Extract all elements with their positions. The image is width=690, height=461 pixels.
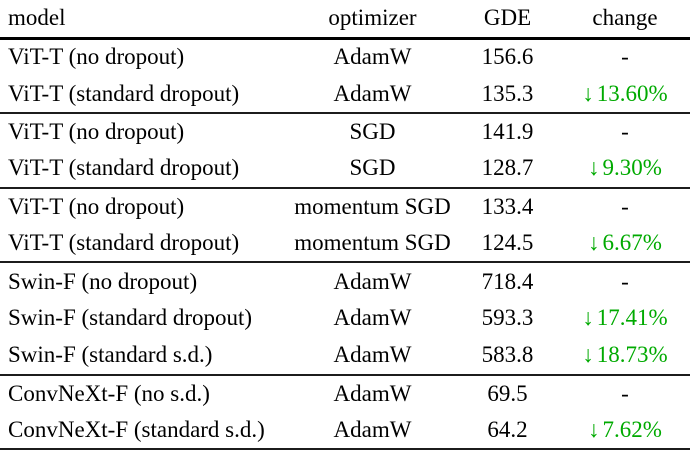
change-value: 7.62% — [602, 417, 662, 443]
optimizer-cell: SGD — [349, 118, 396, 144]
gde-cell: 69.5 — [487, 380, 528, 406]
change-cell: ↓ 18.73% — [560, 337, 690, 374]
optimizer-cell: momentum SGD — [294, 193, 451, 219]
gde-cell: 718.4 — [481, 268, 534, 294]
gde-cell: 124.5 — [481, 230, 534, 256]
change-value: 6.67% — [602, 230, 662, 256]
model-cell: ViT-T (standard dropout) — [8, 155, 240, 181]
change-cell: - — [560, 38, 690, 75]
optimizer-cell: SGD — [349, 155, 396, 181]
model-cell: Swin-F (no dropout) — [8, 268, 198, 294]
change-value: 13.60% — [596, 80, 668, 106]
model-cell: ViT-T (no dropout) — [8, 193, 185, 219]
table-row: ViT-T (standard dropout) SGD 128.7 ↓ 9.30… — [0, 150, 690, 188]
change-cell: ↓ 17.41% — [560, 300, 690, 337]
table-row: ConvNeXt-F (standard s.d.) AdamW 64.2 ↓ 7… — [0, 412, 690, 450]
col-header-gde: GDE — [483, 5, 532, 31]
down-arrow-icon: ↓ — [582, 342, 594, 368]
table-row: ViT-T (no dropout) AdamW 156.6 - — [0, 38, 690, 75]
change-value: - — [621, 380, 629, 406]
model-cell: ViT-T (no dropout) — [8, 118, 185, 144]
gde-cell: 128.7 — [481, 155, 534, 181]
change-value: - — [621, 118, 629, 144]
model-cell: Swin-F (standard dropout) — [8, 305, 253, 331]
gde-results-table: model optimizer GDE change ViT-T (no dro… — [0, 0, 690, 450]
table-row: ConvNeXt-F (no s.d.) AdamW 69.5 - — [0, 375, 690, 412]
model-cell: Swin-F (standard s.d.) — [8, 342, 213, 368]
optimizer-cell: AdamW — [333, 417, 412, 443]
gde-cell: 593.3 — [481, 305, 534, 331]
table-row: Swin-F (standard dropout) AdamW 593.3 ↓ 1… — [0, 300, 690, 337]
optimizer-cell: AdamW — [333, 305, 412, 331]
model-cell: ViT-T (standard dropout) — [8, 80, 240, 106]
change-cell: - — [560, 113, 690, 150]
change-cell: ↓ 7.62% — [560, 412, 690, 449]
change-value: - — [621, 268, 629, 294]
gde-cell: 141.9 — [481, 118, 534, 144]
down-arrow-icon: ↓ — [588, 230, 600, 256]
change-value: - — [621, 44, 629, 70]
table-row: ViT-T (no dropout) momentum SGD 133.4 - — [0, 188, 690, 225]
gde-cell: 64.2 — [487, 417, 528, 443]
optimizer-cell: AdamW — [333, 80, 412, 106]
optimizer-cell: AdamW — [333, 44, 412, 70]
optimizer-cell: AdamW — [333, 380, 412, 406]
gde-cell: 156.6 — [481, 44, 534, 70]
table-row: ViT-T (standard dropout) AdamW 135.3 ↓ 13… — [0, 75, 690, 113]
down-arrow-icon: ↓ — [588, 417, 600, 443]
change-cell: - — [560, 262, 690, 299]
optimizer-cell: AdamW — [333, 342, 412, 368]
optimizer-cell: AdamW — [333, 268, 412, 294]
col-header-optimizer: optimizer — [328, 5, 417, 31]
change-cell: ↓ 6.67% — [560, 225, 690, 262]
col-header-model: model — [8, 5, 66, 31]
gde-cell: 583.8 — [481, 342, 534, 368]
down-arrow-icon: ↓ — [588, 155, 600, 181]
change-value: - — [621, 193, 629, 219]
table-row: Swin-F (no dropout) AdamW 718.4 - — [0, 262, 690, 299]
down-arrow-icon: ↓ — [582, 305, 594, 331]
down-arrow-icon: ↓ — [582, 80, 594, 106]
model-cell: ViT-T (no dropout) — [8, 44, 185, 70]
gde-cell: 135.3 — [481, 80, 534, 106]
model-cell: ConvNeXt-F (no s.d.) — [8, 380, 210, 406]
model-cell: ConvNeXt-F (standard s.d.) — [8, 417, 265, 443]
change-value: 9.30% — [602, 155, 662, 181]
change-cell: - — [560, 375, 690, 412]
table-row: ViT-T (no dropout) SGD 141.9 - — [0, 113, 690, 150]
table-row: Swin-F (standard s.d.) AdamW 583.8 ↓ 18.7… — [0, 337, 690, 375]
change-cell: ↓ 13.60% — [560, 75, 690, 112]
optimizer-cell: momentum SGD — [294, 230, 451, 256]
gde-cell: 133.4 — [481, 193, 534, 219]
col-header-change: change — [592, 5, 658, 31]
change-value: 17.41% — [596, 305, 668, 331]
model-cell: ViT-T (standard dropout) — [8, 230, 240, 256]
table-row: ViT-T (standard dropout) momentum SGD 12… — [0, 225, 690, 263]
change-cell: - — [560, 188, 690, 225]
change-cell: ↓ 9.30% — [560, 150, 690, 187]
header-row: model optimizer GDE change — [0, 0, 690, 38]
change-value: 18.73% — [596, 342, 668, 368]
